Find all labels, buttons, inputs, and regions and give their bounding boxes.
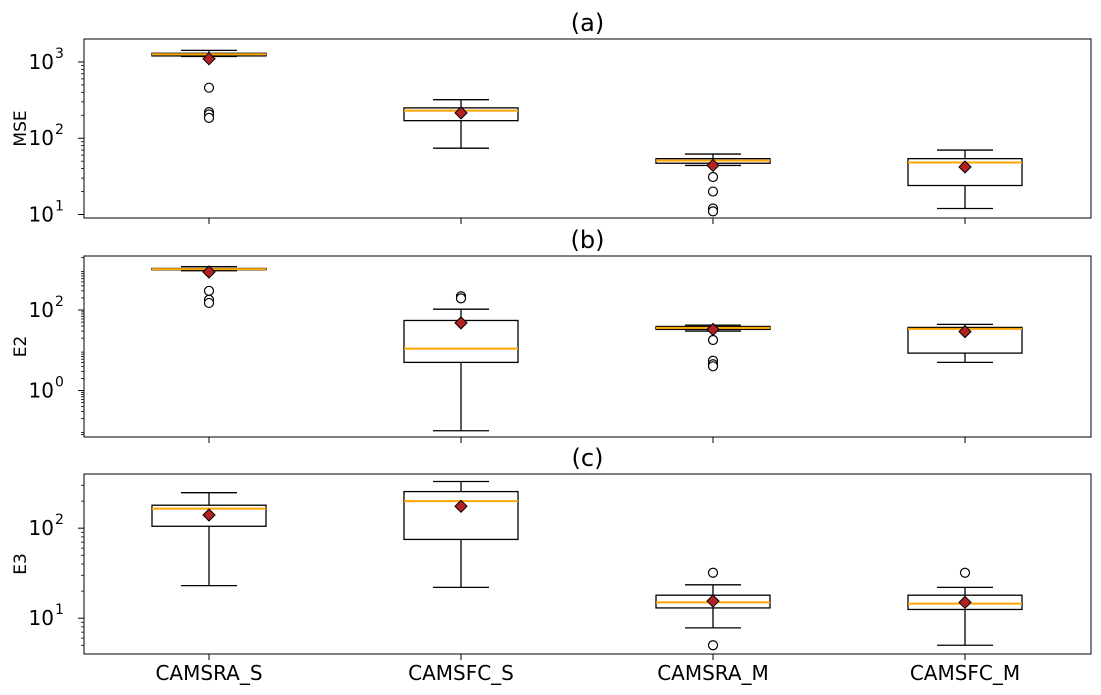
outlier-point (707, 171, 719, 183)
box-CAMSFC_S (403, 480, 519, 589)
x-category-label: CAMSFC_M (910, 661, 1020, 685)
outlier-point (707, 567, 719, 578)
y-tick-base: 10 (29, 379, 54, 403)
y-tick-label: 10 (29, 126, 54, 150)
panel-title: (c) (572, 444, 604, 472)
box-CAMSFC_M (907, 567, 1023, 646)
y-tick-label: 10 (29, 50, 54, 74)
y-tick-exponent: 3 (55, 46, 64, 62)
x-category-label: CAMSRA_M (657, 661, 769, 685)
y-tick-exponent: 2 (55, 294, 64, 310)
outlier-point (707, 206, 719, 217)
y-tick-exponent: 0 (55, 375, 64, 391)
y-tick-label: 10 (29, 379, 54, 403)
y-tick-base: 10 (29, 126, 54, 150)
y-tick-base: 10 (29, 203, 54, 227)
y-tick-exponent: 2 (55, 512, 64, 528)
y-tick-exponent: 2 (55, 122, 64, 138)
box-CAMSRA_M (655, 567, 771, 651)
mean-marker (454, 499, 468, 514)
box-CAMSRA_S (151, 492, 267, 587)
box-CAMSRA_M (655, 322, 771, 372)
mean-marker (706, 158, 720, 173)
y-axis-label: MSE (11, 110, 31, 146)
axes-frame (83, 38, 1092, 219)
mean-marker (706, 322, 720, 337)
box-CAMSFC_M (907, 149, 1023, 210)
outlier-point (203, 112, 215, 123)
mean-marker (454, 106, 468, 120)
mean-marker (706, 594, 720, 608)
box-CAMSRA_S (151, 265, 267, 309)
outlier-point (959, 567, 971, 578)
mean-marker (958, 324, 972, 339)
x-category-label: CAMSFC_S (408, 661, 514, 685)
y-axis-label: E3 (11, 553, 31, 575)
outlier-point (455, 293, 467, 304)
mean-marker (202, 265, 216, 279)
box-CAMSFC_M (907, 323, 1023, 364)
outlier-point (203, 285, 215, 296)
y-tick-label: 10 (29, 516, 54, 540)
iqr-box (907, 157, 1023, 187)
box-CAMSFC_S (403, 291, 519, 432)
mean-marker (202, 52, 216, 66)
x-category-label: CAMSRA_S (155, 661, 262, 685)
box-CAMSRA_M (655, 153, 771, 217)
mean-marker (958, 160, 972, 174)
axes-frame (83, 473, 1092, 655)
mean-marker (202, 508, 216, 522)
iqr-box (403, 490, 519, 541)
box-CAMSRA_S (151, 49, 267, 123)
y-axis-label: E2 (11, 336, 31, 358)
panel-title: (a) (571, 9, 604, 37)
outlier-point (707, 334, 719, 346)
axes-frame (83, 255, 1092, 438)
mean-marker (958, 595, 972, 610)
y-tick-exponent: 1 (55, 199, 64, 215)
mean-marker (454, 316, 468, 330)
y-tick-label: 10 (29, 606, 54, 630)
iqr-box (907, 594, 1023, 611)
outlier-point (707, 186, 719, 197)
outlier-point (707, 640, 719, 651)
outlier-point (203, 297, 215, 309)
box-CAMSFC_S (403, 99, 519, 149)
y-tick-base: 10 (29, 516, 54, 540)
outlier-point (707, 361, 719, 372)
y-tick-base: 10 (29, 298, 54, 322)
y-tick-label: 10 (29, 203, 54, 227)
outlier-point (203, 82, 215, 93)
y-tick-base: 10 (29, 50, 54, 74)
y-tick-base: 10 (29, 606, 54, 630)
y-tick-exponent: 1 (55, 602, 64, 618)
panel-title: (b) (571, 226, 605, 254)
iqr-box (151, 504, 267, 527)
y-tick-label: 10 (29, 298, 54, 322)
